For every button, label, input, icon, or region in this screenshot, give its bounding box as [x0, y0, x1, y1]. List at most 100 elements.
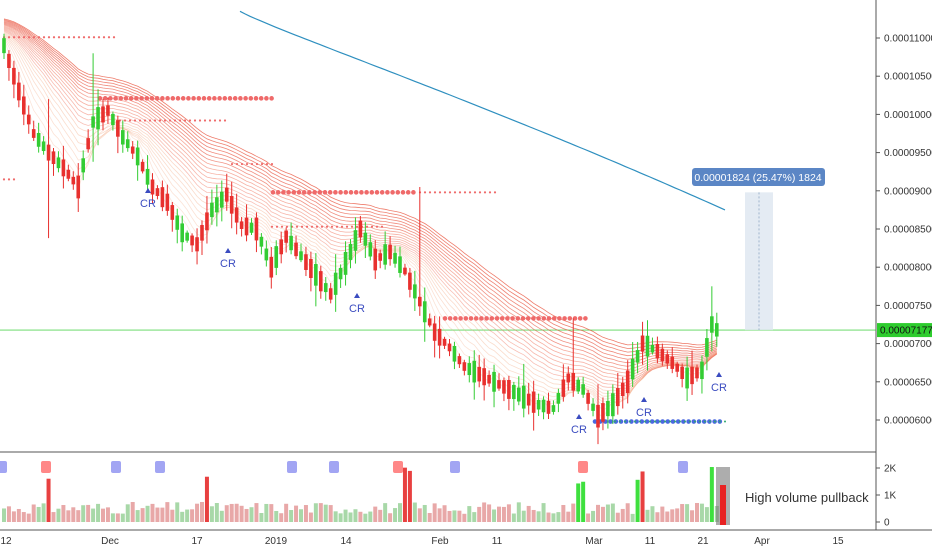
- candle-body: [606, 400, 610, 417]
- volume-bar: [269, 504, 274, 522]
- volume-bar: [635, 479, 640, 522]
- support-dot: [664, 420, 666, 423]
- resistance-dot: [203, 119, 207, 122]
- candle-body: [422, 301, 427, 323]
- volume-bar: [393, 508, 398, 522]
- resistance-dot: [364, 190, 369, 195]
- resistance-dot: [183, 119, 187, 122]
- volume-bar: [110, 513, 115, 522]
- resistance-dot: [428, 191, 432, 194]
- price-tick-label: 0.00009500: [884, 148, 932, 159]
- volume-bar: [581, 481, 586, 522]
- candle-body: [418, 296, 422, 307]
- candle-body: [462, 362, 467, 371]
- volume-bar: [620, 508, 625, 522]
- volume-bar: [704, 507, 709, 522]
- resistance-dot: [315, 225, 319, 228]
- resistance-dot: [134, 96, 139, 101]
- resistance-dot: [322, 190, 328, 195]
- support-dot: [649, 419, 655, 424]
- signal-marker-icon: [111, 461, 121, 473]
- volume-bar: [650, 506, 655, 522]
- resistance-dot: [390, 190, 395, 195]
- resistance-dot: [144, 96, 150, 101]
- volume-bar: [6, 506, 11, 522]
- resistance-dot: [520, 316, 526, 321]
- resistance-dot: [72, 36, 76, 39]
- candle-body: [289, 235, 293, 251]
- candle-body: [150, 179, 155, 195]
- resistance-dot: [583, 316, 588, 321]
- candle-body: [269, 256, 274, 278]
- resistance-dot: [165, 96, 170, 101]
- candle-body: [135, 147, 140, 166]
- resistance-dot: [52, 36, 56, 39]
- volume-bar: [596, 504, 600, 522]
- candle-body: [388, 244, 392, 260]
- resistance-dot: [107, 36, 111, 39]
- candle-body: [383, 244, 387, 265]
- volume-bar: [516, 502, 521, 522]
- support-dot: [624, 420, 626, 423]
- pattern-label-cr: CR: [140, 198, 156, 210]
- measure-label: 0.00001824 (25.47%) 1824: [694, 172, 821, 184]
- volume-bar: [457, 510, 462, 522]
- volume-bar: [699, 503, 704, 522]
- resistance-dot: [359, 190, 364, 195]
- resistance-dot: [541, 316, 547, 321]
- volume-bars: High volume pullback: [0, 461, 869, 525]
- current-price-label: 0.00007177: [880, 326, 932, 337]
- support-dot: [675, 419, 681, 424]
- volume-bar: [709, 467, 714, 522]
- volume-bar: [373, 506, 378, 522]
- resistance-dot: [380, 225, 384, 228]
- volume-bar: [343, 509, 348, 522]
- volume-bar: [160, 507, 165, 522]
- candle-body: [546, 400, 551, 414]
- candle-body: [447, 343, 452, 352]
- triangle-marker-icon: [716, 372, 722, 377]
- candle-body: [596, 404, 600, 428]
- resistance-dot: [546, 316, 552, 321]
- resistance-dot: [128, 119, 132, 122]
- candle-body: [205, 212, 209, 231]
- time-tick-label: Feb: [431, 536, 449, 547]
- volume-bar: [383, 503, 388, 522]
- volume-bar: [244, 508, 249, 522]
- resistance-dot: [170, 96, 176, 101]
- time-tick-label: 2019: [265, 536, 288, 547]
- measure-label-box: [692, 168, 825, 186]
- support-dot: [704, 420, 706, 423]
- candle-body: [541, 399, 546, 413]
- resistance-dot: [355, 225, 359, 228]
- volume-bar: [200, 501, 204, 522]
- candle-body: [650, 344, 655, 353]
- resistance-dot: [7, 36, 11, 39]
- volume-bar: [175, 502, 180, 522]
- resistance-dot: [577, 316, 583, 321]
- resistance-dot: [27, 36, 31, 39]
- resistance-dot: [448, 191, 452, 194]
- resistance-dot: [153, 119, 157, 122]
- volume-bar: [655, 512, 660, 522]
- candle-body: [170, 205, 175, 220]
- volume-bar: [289, 510, 294, 522]
- pattern-label-cr: CR: [711, 382, 727, 394]
- resistance-dot: [265, 162, 269, 166]
- volume-bar: [31, 504, 36, 522]
- volume-bar: [407, 470, 412, 522]
- volume-bar: [165, 502, 170, 522]
- resistance-dot: [453, 316, 458, 321]
- candle-body: [635, 350, 640, 363]
- candle-body: [333, 272, 338, 295]
- volume-bar: [303, 505, 308, 522]
- candle-body: [482, 368, 486, 386]
- resistance-dot: [255, 162, 259, 166]
- resistance-dot: [494, 316, 500, 321]
- time-tick-label: Mar: [585, 536, 603, 547]
- resistance-dot: [2, 178, 6, 181]
- candle-body: [46, 144, 51, 161]
- resistance-dot: [296, 190, 302, 195]
- volume-bar: [91, 508, 96, 522]
- resistance-dot: [32, 36, 36, 39]
